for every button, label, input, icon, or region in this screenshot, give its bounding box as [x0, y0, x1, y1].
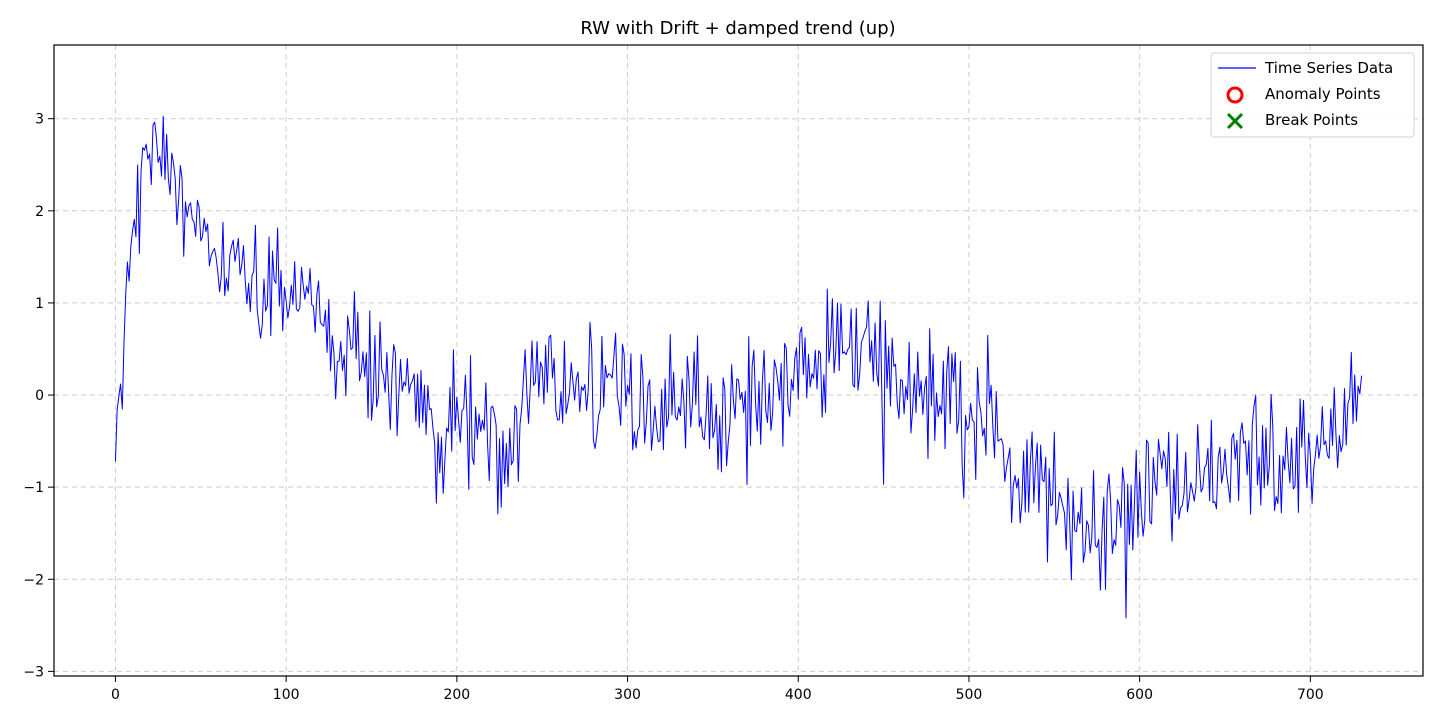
legend-label: Time Series Data [1264, 59, 1393, 77]
x-tick-label: 0 [111, 687, 120, 703]
x-tick-label: 400 [785, 687, 812, 703]
y-tick-label: −2 [23, 572, 44, 588]
legend-entry: Time Series Data [1218, 59, 1393, 77]
y-tick-label: 0 [35, 388, 44, 404]
legend-box [1210, 52, 1415, 138]
y-tick-label: −1 [23, 480, 44, 496]
x-tick-label: 600 [1126, 687, 1153, 703]
series-line [114, 115, 1363, 619]
legend: Time Series Data Anomaly Points Break Poin… [1210, 52, 1415, 138]
x-tick-label: 200 [443, 687, 470, 703]
y-tick-label: 2 [35, 204, 44, 220]
axes-layer: 0 100 200 300 400 500 600 700 −3 −2 −1 0 1 2 3 [23, 44, 1424, 703]
legend-x-swatch [1226, 112, 1244, 130]
legend-label: Break Points [1265, 111, 1358, 129]
chart-title: RW with Drift + damped trend (up) [580, 18, 895, 39]
y-tick-label: 3 [35, 112, 44, 128]
legend-entry: Anomaly Points [1226, 85, 1381, 104]
plot-frame [53, 44, 1424, 677]
y-tick-label: −3 [23, 664, 44, 680]
legend-entry: Break Points [1226, 111, 1358, 130]
legend-label: Anomaly Points [1265, 85, 1381, 103]
legend-circle-swatch [1226, 86, 1244, 104]
x-tick-label: 500 [956, 687, 983, 703]
x-tick-label: 100 [273, 687, 300, 703]
y-tick-label: 1 [35, 296, 44, 312]
x-tick-label: 700 [1297, 687, 1324, 703]
x-tick-label: 300 [614, 687, 641, 703]
series-layer [114, 115, 1363, 619]
